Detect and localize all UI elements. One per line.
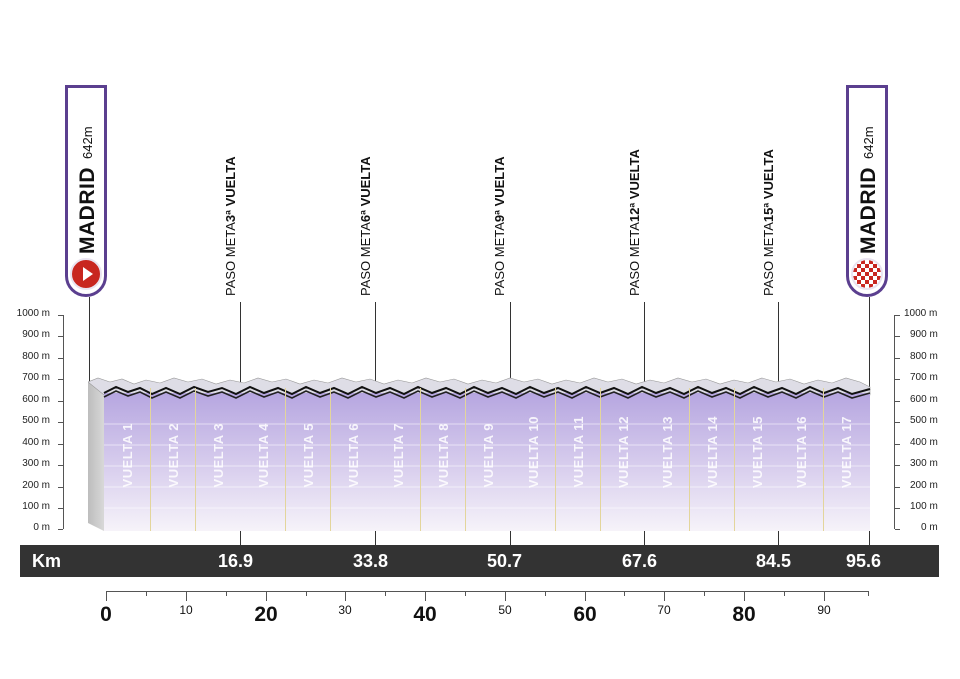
lap-9: VUELTA 9 [481, 423, 496, 488]
finish-altitude: 642m [861, 126, 876, 159]
lap-16: VUELTA 16 [779, 388, 824, 531]
lap-7: VUELTA 7 [376, 388, 421, 531]
km-value-6: 95.6 [846, 551, 882, 571]
start-altitude: 642m [80, 126, 95, 159]
start-line [89, 297, 90, 382]
km-label: Km [32, 551, 62, 571]
lap-12: VUELTA 12 [616, 416, 631, 489]
lap-2: VUELTA 2 [151, 388, 196, 531]
pass-label-4: PASO META12ª VUELTA [627, 149, 642, 296]
checkered-flag-icon [851, 258, 883, 290]
lap-1: VUELTA 1 [105, 388, 151, 531]
km-value-3: 50.7 [487, 551, 523, 571]
finish-city: MADRID [857, 167, 880, 254]
start-play-icon [70, 258, 102, 290]
lap-6: VUELTA 6 [346, 423, 361, 488]
lap-4: VUELTA 4 [241, 388, 286, 531]
pass-label-5: PASO META15ª VUELTA [761, 149, 776, 296]
lap-5: VUELTA 5 [286, 388, 331, 531]
km-value-1: 16.9 [218, 551, 254, 571]
km-value-2: 33.8 [353, 551, 389, 571]
lap-3: VUELTA 3 [211, 423, 226, 488]
finish-label: MADRID 642m [857, 94, 881, 254]
lap-15: VUELTA 15 [750, 416, 765, 489]
lap-17: VUELTA 17 [839, 416, 854, 489]
lap-14: VUELTA 14 [690, 388, 735, 531]
km-value-5: 84.5 [756, 551, 792, 571]
lap-10: VUELTA 10 [511, 388, 556, 531]
lap-13: VUELTA 13 [645, 388, 690, 531]
start-city: MADRID [76, 167, 99, 254]
pass-label-1: PASO META3ª VUELTA [223, 156, 238, 296]
km-bar: Km 16.9 33.8 50.7 67.6 84.5 95.6 [20, 545, 939, 577]
finish-flag: MADRID 642m [846, 85, 888, 297]
pass-label-3: PASO META9ª VUELTA [492, 156, 507, 296]
lap-11: VUELTA 11 [556, 388, 601, 531]
pass-label-2: PASO META6ª VUELTA [358, 156, 373, 296]
start-label: MADRID 642m [76, 94, 100, 254]
start-flag: MADRID 642m [65, 85, 107, 297]
km-value-4: 67.6 [622, 551, 658, 571]
lap-8: VUELTA 8 [421, 388, 466, 531]
